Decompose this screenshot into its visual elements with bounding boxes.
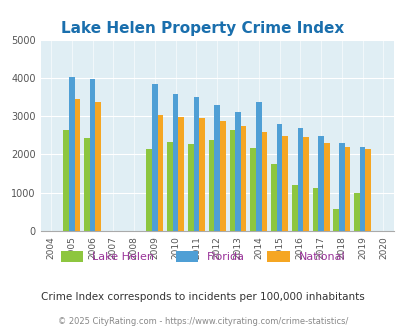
Bar bbox=[234, 112, 240, 231]
Bar bbox=[208, 140, 214, 231]
Bar bbox=[152, 84, 157, 231]
Bar bbox=[359, 147, 364, 231]
Bar bbox=[255, 102, 261, 231]
Bar bbox=[75, 99, 80, 231]
Bar bbox=[214, 105, 220, 231]
Bar bbox=[188, 145, 193, 231]
Bar bbox=[338, 143, 344, 231]
Bar bbox=[173, 94, 178, 231]
Bar bbox=[291, 185, 297, 231]
Text: Crime Index corresponds to incidents per 100,000 inhabitants: Crime Index corresponds to incidents per… bbox=[41, 292, 364, 302]
Bar bbox=[146, 149, 152, 231]
Bar bbox=[333, 209, 338, 231]
Text: Lake Helen Property Crime Index: Lake Helen Property Crime Index bbox=[61, 20, 344, 36]
Bar bbox=[90, 79, 95, 231]
Bar bbox=[157, 115, 163, 231]
Bar bbox=[199, 118, 205, 231]
Text: © 2025 CityRating.com - https://www.cityrating.com/crime-statistics/: © 2025 CityRating.com - https://www.city… bbox=[58, 317, 347, 326]
Bar bbox=[178, 117, 183, 231]
Bar bbox=[303, 137, 308, 231]
Bar bbox=[167, 142, 173, 231]
Bar bbox=[95, 102, 101, 231]
Bar bbox=[63, 130, 69, 231]
Bar bbox=[281, 136, 287, 231]
Bar bbox=[84, 138, 90, 231]
Bar bbox=[344, 147, 350, 231]
Bar bbox=[318, 136, 323, 231]
Bar bbox=[69, 77, 75, 231]
Bar bbox=[297, 128, 303, 231]
Bar bbox=[240, 126, 246, 231]
Bar bbox=[250, 148, 255, 231]
Bar bbox=[276, 124, 281, 231]
Bar bbox=[220, 121, 225, 231]
Bar bbox=[364, 149, 370, 231]
Bar bbox=[323, 143, 329, 231]
Legend: Lake Helen, Florida, National: Lake Helen, Florida, National bbox=[56, 247, 349, 267]
Bar bbox=[229, 130, 234, 231]
Bar bbox=[271, 164, 276, 231]
Bar bbox=[312, 188, 318, 231]
Bar bbox=[261, 132, 266, 231]
Bar bbox=[354, 193, 359, 231]
Bar bbox=[193, 97, 199, 231]
